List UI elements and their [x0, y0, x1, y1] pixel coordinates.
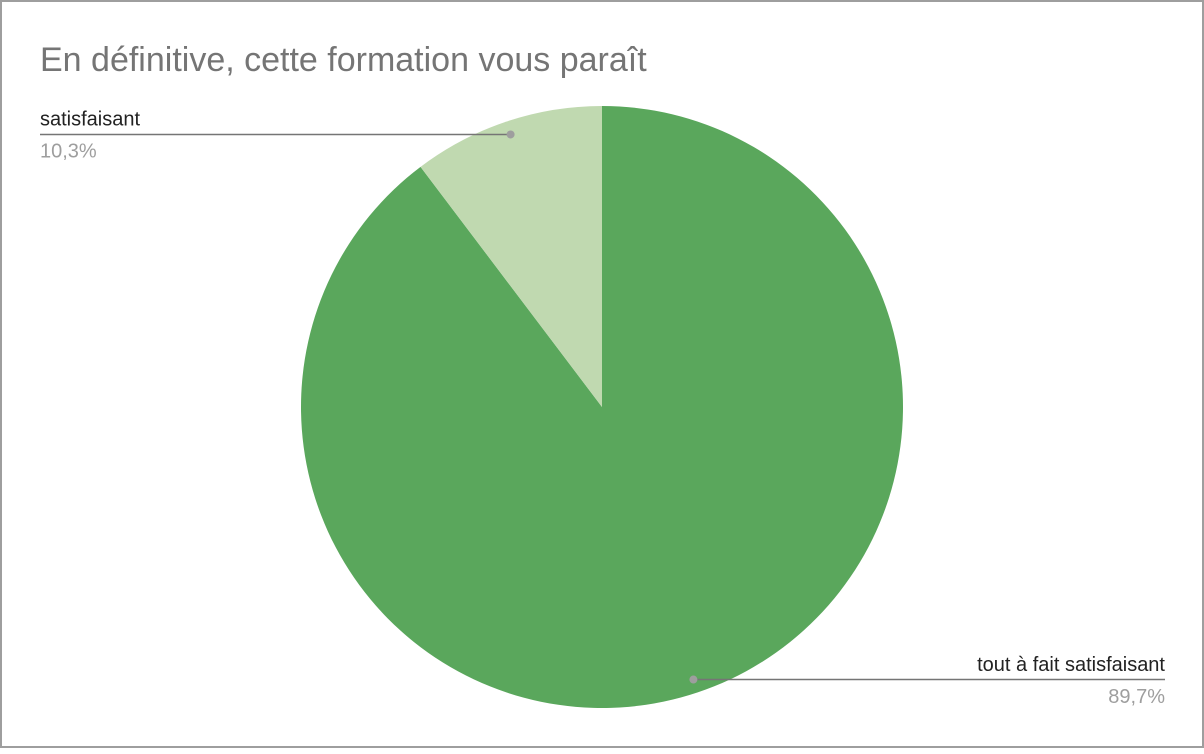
slice-value: 89,7%: [1108, 686, 1165, 708]
slice-label: tout à fait satisfaisant: [977, 654, 1165, 676]
chart-title: En définitive, cette formation vous para…: [40, 41, 647, 79]
pie-slice: [420, 106, 602, 407]
leader-dot: [689, 675, 698, 684]
leader-dot: [506, 130, 515, 139]
slice-value: 10,3%: [40, 141, 97, 163]
slice-label: satisfaisant: [40, 109, 140, 131]
